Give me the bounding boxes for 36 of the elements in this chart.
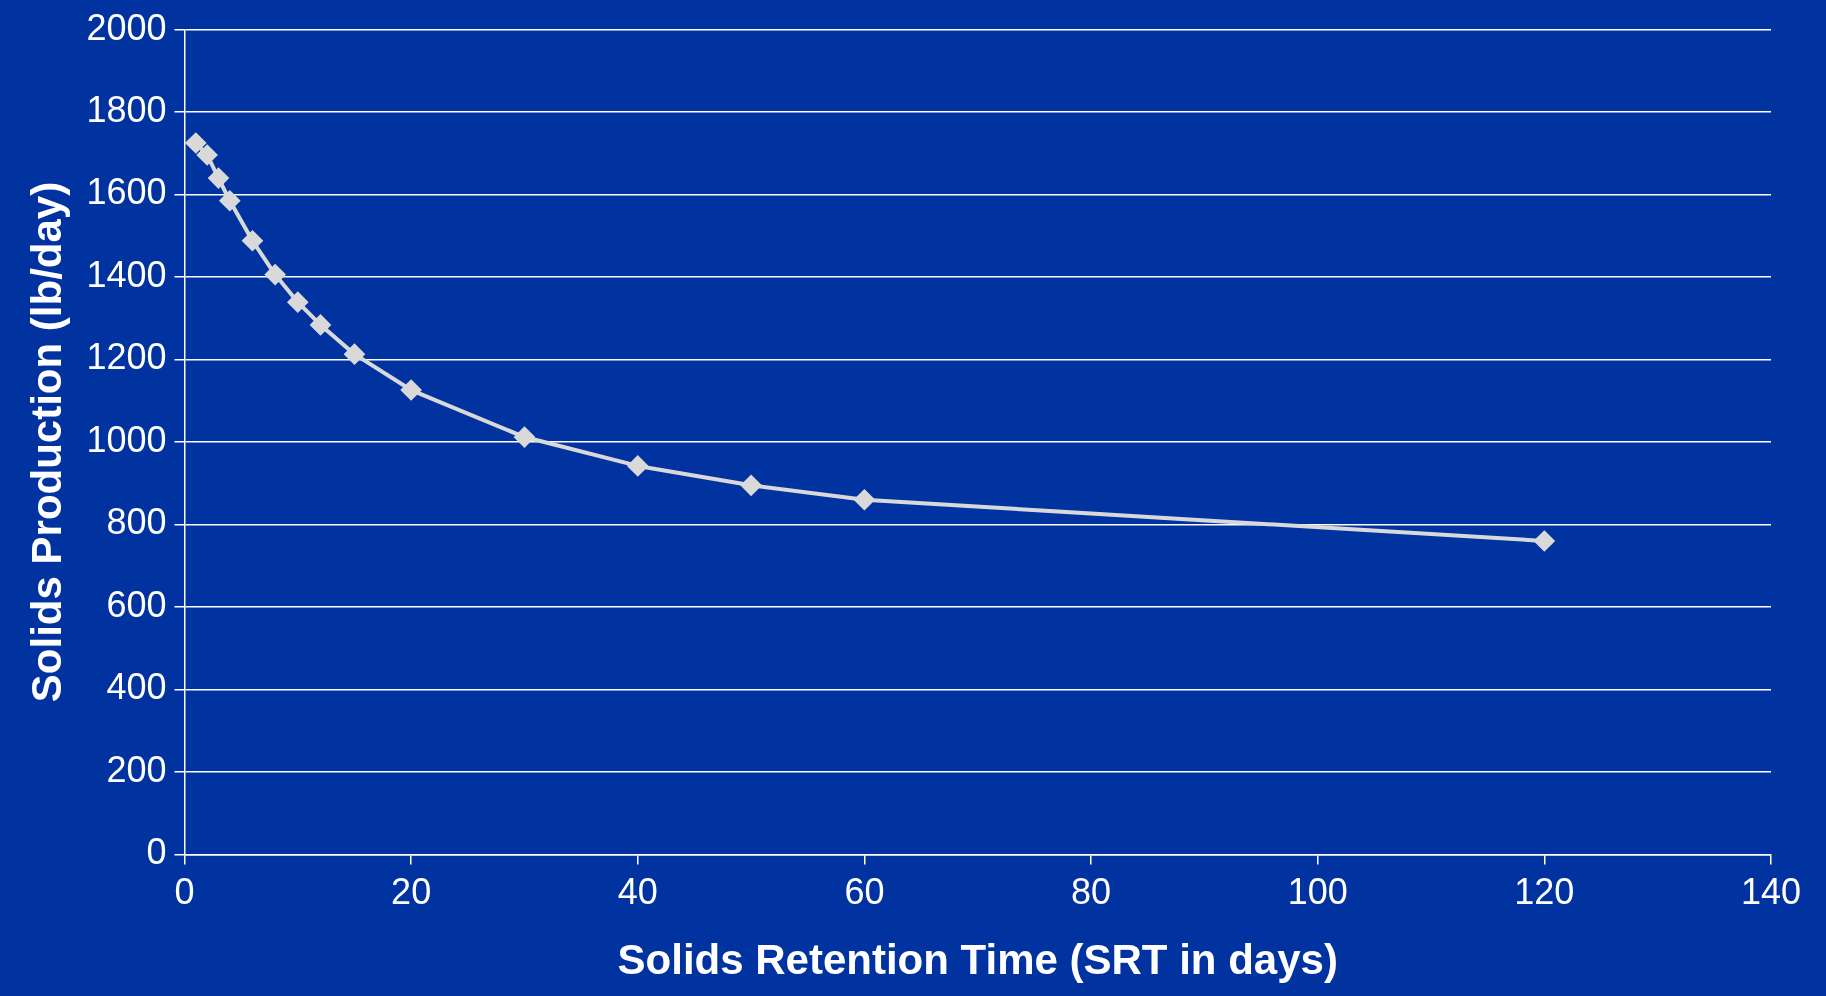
point: [265, 264, 286, 285]
x-tick-label: 20: [391, 870, 432, 912]
point: [208, 168, 229, 189]
x-tick-label: 60: [844, 870, 885, 912]
x-axis-title: Solids Retention Time (SRT in days): [617, 936, 1338, 984]
x-tick-label: 80: [1071, 870, 1112, 912]
x-tick-label: 40: [617, 870, 658, 912]
point: [344, 344, 365, 365]
y-tick-label: 800: [106, 501, 167, 543]
point: [310, 314, 331, 335]
x-tick-label: 100: [1287, 870, 1348, 912]
point: [287, 292, 308, 313]
y-tick-label: 1200: [86, 336, 167, 378]
point: [197, 144, 218, 165]
y-tick-label: 600: [106, 583, 167, 625]
x-tick-label: 120: [1514, 870, 1575, 912]
y-tick-label: 1400: [86, 253, 167, 295]
point: [1534, 530, 1555, 551]
y-axis-title: Solids Production (lb/day): [22, 181, 70, 703]
point: [242, 230, 263, 251]
y-tick-label: 400: [106, 666, 167, 708]
point: [854, 489, 875, 510]
y-tick-label: 200: [106, 748, 167, 790]
point: [185, 133, 206, 154]
y-tick-label: 1000: [86, 418, 167, 460]
x-tick-label: 0: [174, 870, 195, 912]
y-tick-label: 1800: [86, 89, 167, 130]
point: [401, 380, 422, 401]
y-tick-label: 0: [146, 831, 167, 873]
point: [741, 475, 762, 496]
point: [514, 427, 535, 448]
point: [627, 455, 648, 476]
x-tick-label: 140: [1740, 870, 1802, 912]
y-tick-label: 1600: [86, 171, 167, 213]
point: [219, 190, 240, 211]
y-tick-label: 2000: [86, 6, 167, 48]
